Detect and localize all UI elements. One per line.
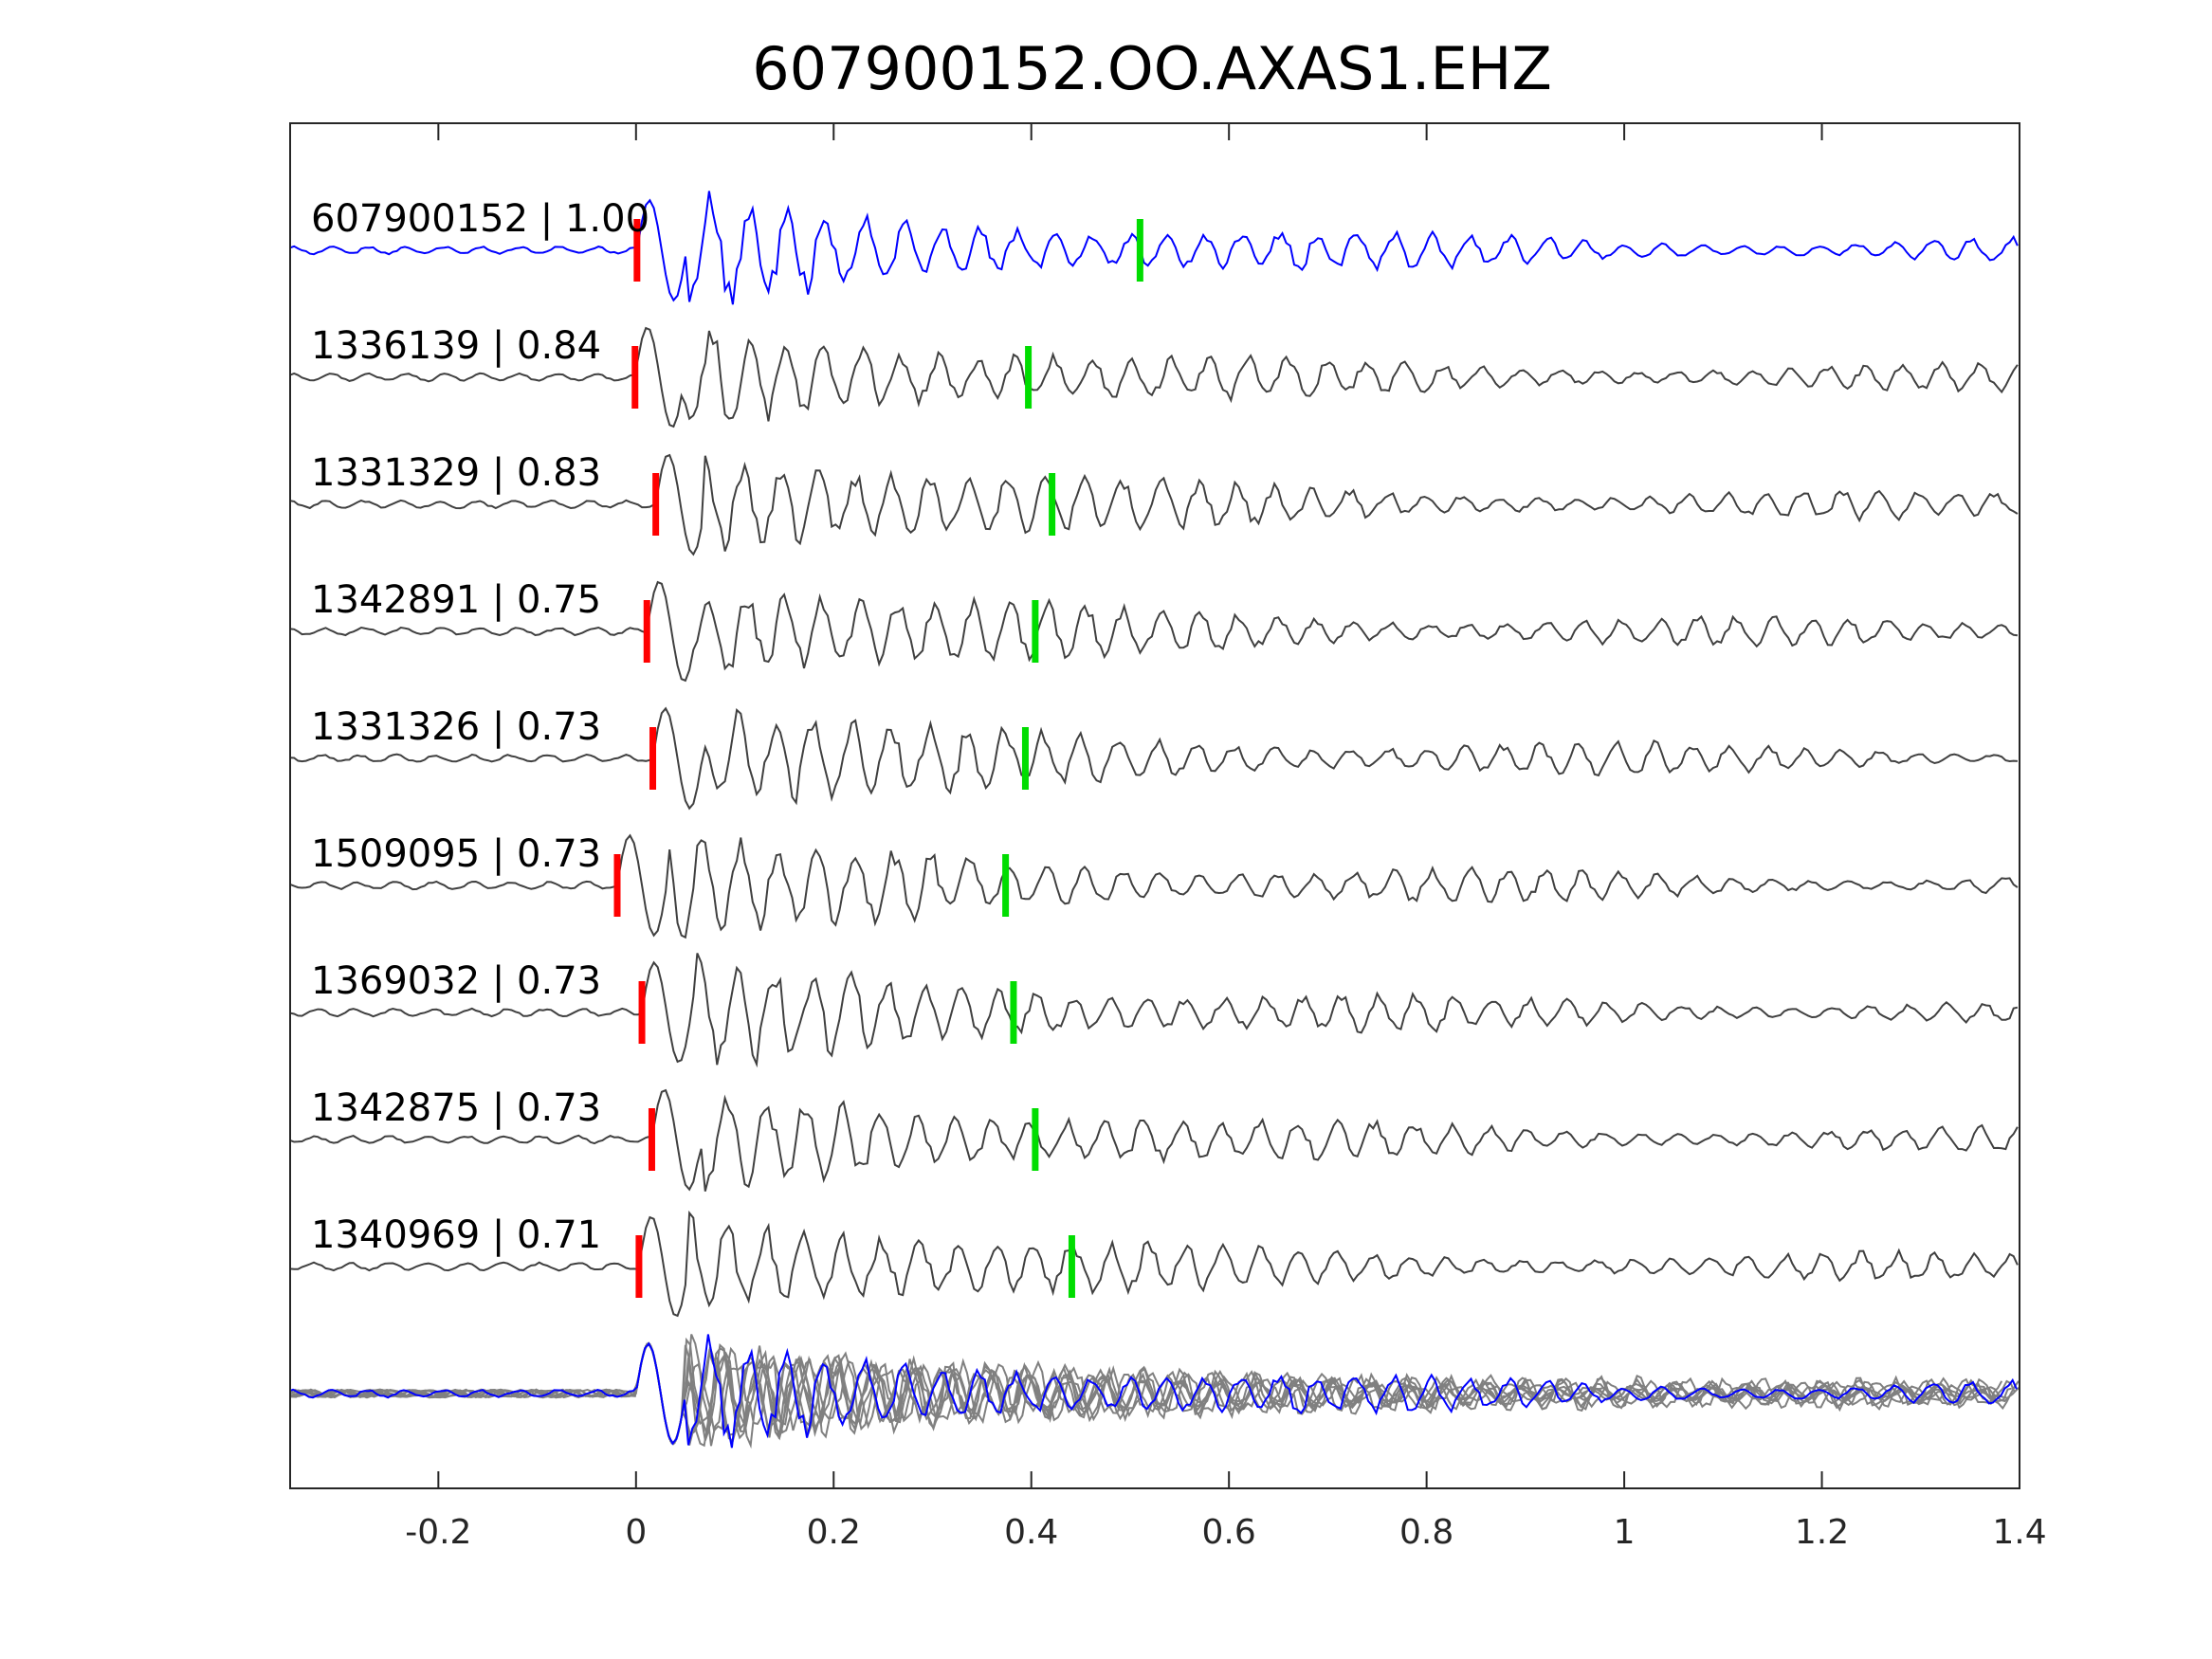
trace-label: 1336139 | 0.84: [311, 324, 601, 368]
x-tick-label: 0.4: [1004, 1513, 1058, 1552]
trace-1342891: 1342891 | 0.75: [290, 578, 2018, 683]
plot-frame: [289, 122, 2020, 1489]
stack-group: [290, 1334, 2020, 1449]
x-tick-label: 1.4: [1992, 1513, 2046, 1552]
trace-1331329: 1331329 | 0.83: [290, 451, 2019, 556]
waveform-line: [290, 1210, 2019, 1318]
waveform-line: [290, 453, 2019, 556]
waveform-line: [290, 1088, 2019, 1192]
trace-label: 1340969 | 0.71: [311, 1213, 601, 1257]
trace-607900152: 607900152 | 1.00: [290, 191, 2019, 305]
waveform-line: [290, 191, 2019, 305]
trace-label: 1331329 | 0.83: [311, 451, 601, 495]
trace-1336139: 1336139 | 0.84: [290, 324, 2019, 428]
waveform-line: [290, 326, 2019, 428]
trace-label: 607900152 | 1.00: [311, 197, 649, 241]
x-axis: -0.2 0 0.2 0.4 0.6 0.8 1 1.2 1.4: [405, 123, 2047, 1552]
waveform-line: [290, 706, 2018, 811]
x-tick-label: 0.6: [1202, 1513, 1256, 1552]
x-tick-label: 1.2: [1795, 1513, 1849, 1552]
stack-waveform-1340969: [290, 1337, 2016, 1445]
trace-label: 1342875 | 0.73: [311, 1086, 601, 1130]
x-tick-label: 1: [1614, 1513, 1636, 1552]
chart-title: 607900152.OO.AXAS1.EHZ: [752, 34, 1552, 103]
trace-label: 1342891 | 0.75: [311, 578, 601, 622]
waveform-line: [290, 953, 2019, 1068]
trace-1509095: 1509095 | 0.73: [290, 832, 2019, 939]
x-tick-label: -0.2: [405, 1513, 471, 1552]
trace-label: 1369032 | 0.73: [311, 959, 601, 1003]
trace-label: 1331326 | 0.73: [311, 705, 601, 749]
trace-1342875: 1342875 | 0.73: [290, 1086, 2019, 1192]
x-tick-label: 0: [625, 1513, 647, 1552]
trace-label: 1509095 | 0.73: [311, 832, 601, 876]
trace-1331326: 1331326 | 0.73: [290, 705, 2018, 811]
stack-waveform-607900152: [290, 1334, 2018, 1449]
trace-1369032: 1369032 | 0.73: [290, 953, 2019, 1068]
x-tick-label: 0.8: [1399, 1513, 1453, 1552]
waveform-line: [290, 580, 2018, 683]
x-tick-label: 0.2: [807, 1513, 861, 1552]
waveform-line: [290, 833, 2019, 939]
traces-group: 607900152 | 1.00 1336139 | 0.84 1331329 | …: [290, 191, 2019, 1318]
trace-1340969: 1340969 | 0.71: [290, 1210, 2019, 1318]
